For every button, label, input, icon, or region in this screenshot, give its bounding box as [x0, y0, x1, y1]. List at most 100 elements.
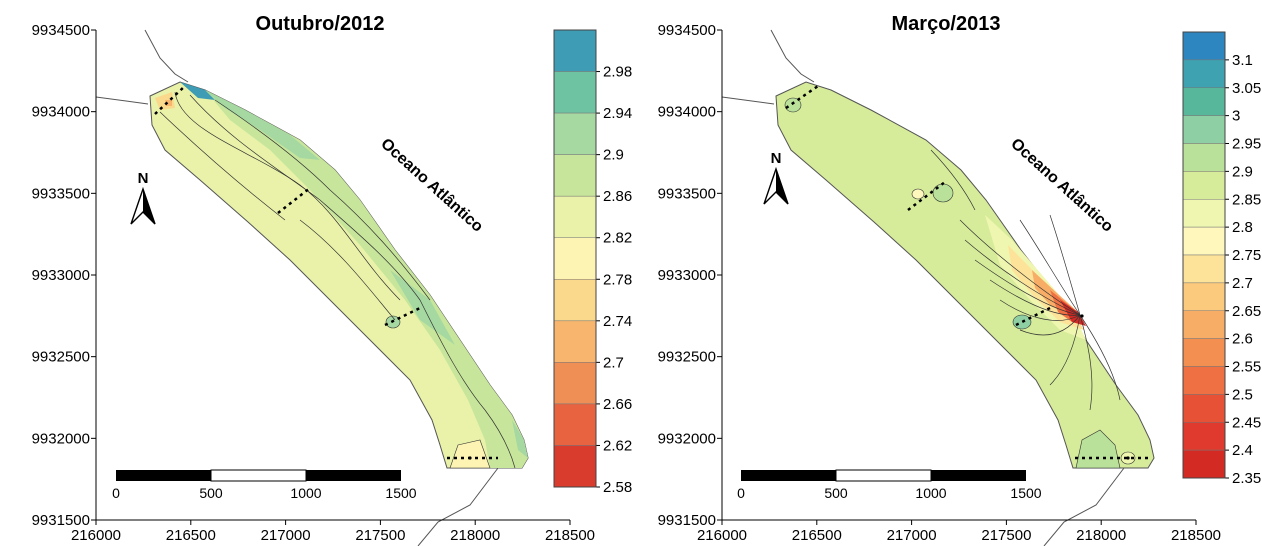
north-arrow-fill: [143, 189, 155, 224]
scale-label: 0: [112, 485, 120, 501]
colorbar-swatch: [553, 154, 597, 197]
shoreline-north: [770, 29, 815, 83]
colorbar-label: 2.66: [603, 396, 632, 413]
map-title: Outubro/2012: [256, 13, 385, 35]
colorbar-label: 2.82: [603, 230, 632, 247]
ocean-label: Oceano Atlântico: [1007, 135, 1116, 235]
contour-ring: [784, 97, 802, 113]
colorbar-swatch: [1182, 254, 1226, 284]
colorbar-label: 2.5: [1232, 386, 1253, 403]
colorbar-label: 2.55: [1232, 359, 1261, 376]
north-arrow: N: [130, 170, 156, 225]
map-outubro-2012: Outubro/2012: [32, 13, 632, 546]
scale-label: 500: [199, 485, 223, 501]
colorbar-label: 3.05: [1232, 80, 1261, 97]
y-tick-label: 9932500: [658, 349, 716, 366]
transect-lines: [154, 85, 498, 460]
scale-label: 1000: [915, 485, 946, 501]
colorbar-label: 2.7: [1232, 275, 1253, 292]
colorbar-label: 2.9: [603, 147, 624, 164]
north-label: N: [138, 170, 149, 187]
colorbar-swatch: [553, 112, 597, 155]
y-tick-label: 9934500: [32, 22, 90, 39]
north-arrow: N: [763, 150, 789, 205]
sample-point: [1126, 456, 1130, 460]
colorbar-label: 2.85: [1232, 191, 1261, 208]
x-tick-label: 216000: [697, 527, 747, 544]
colorbar-swatch: [553, 29, 597, 72]
scale-label: 500: [824, 485, 848, 501]
contour-band-2.82: [449, 439, 491, 469]
colorbar-label: 2.86: [603, 188, 632, 205]
map-title: Março/2013: [892, 13, 1001, 35]
colorbar-label: 2.62: [603, 437, 632, 454]
y-tick-label: 9934500: [658, 22, 716, 39]
colorbar-swatch: [1182, 394, 1226, 423]
colorbar: 2.98 2.94 2.9 2.86 2.82 2.78 2.74 2.7 2.66 2.62 2.…: [553, 29, 632, 496]
contour-band-2.9: [512, 420, 528, 458]
beach-area: [775, 81, 1155, 469]
scale-label: 1000: [290, 485, 321, 501]
x-tick-label: 218500: [545, 527, 595, 544]
colorbar-swatch: [553, 403, 597, 446]
colorbar-label: 2.6: [1232, 331, 1253, 348]
contour-band-2.9: [1075, 429, 1121, 469]
colorbar-swatch: [1182, 199, 1226, 228]
colorbar-swatch: [1182, 338, 1226, 367]
axis-ticks: 9934500 9934000 9933500 9933000 9932500 99320…: [658, 22, 1221, 544]
transect-lines: [785, 84, 1150, 460]
x-tick-label: 217500: [355, 527, 405, 544]
colorbar-swatch: [1182, 59, 1226, 88]
colorbar-swatch: [1182, 422, 1226, 451]
colorbar-swatch: [1182, 282, 1226, 311]
contour-ring: [1012, 314, 1032, 330]
shoreline-south: [1043, 467, 1125, 546]
y-tick-label: 9933500: [658, 185, 716, 202]
x-tick-label: 218000: [1076, 527, 1126, 544]
contour-ring: [911, 188, 925, 200]
scale-label: 1500: [1010, 485, 1041, 501]
y-tick-label: 9933000: [658, 267, 716, 284]
y-tick-label: 9932000: [32, 430, 90, 447]
colorbar-label: 2.4: [1232, 442, 1253, 459]
contour-band-2.9: [390, 270, 455, 345]
x-tick-label: 216000: [71, 527, 121, 544]
colorbar-label: 2.7: [603, 354, 624, 371]
colorbar-swatch: [1182, 31, 1226, 61]
road-line: [95, 96, 149, 105]
contour-band-2.9: [205, 90, 320, 160]
y-tick-label: 9931500: [32, 512, 90, 529]
colorbar-frame: [553, 29, 597, 488]
colorbar-label: 2.8: [1232, 219, 1253, 236]
colorbar-label: 2.9: [1232, 163, 1253, 180]
colorbar-label: 2.58: [603, 479, 632, 496]
north-arrow-fill: [776, 169, 788, 204]
scale-label: 1500: [385, 485, 416, 501]
colorbar-label: 2.78: [603, 271, 632, 288]
contour-ring: [932, 183, 954, 203]
colorbar-swatch: [1182, 366, 1226, 395]
colorbar: 3.1 3.05 3 2.95 2.9 2.85 2.8 2.75 2.7 2.65 2.6 2.55…: [1182, 31, 1261, 487]
colorbar-swatch: [553, 445, 597, 488]
ocean-label: Oceano Atlântico: [377, 135, 486, 235]
x-tick-label: 216500: [792, 527, 842, 544]
colorbar-label: 2.45: [1232, 414, 1261, 431]
axis-ticks: 9934500 9934000 9933500 9933000 9932500 99320…: [32, 22, 595, 544]
colorbar-swatch: [1182, 310, 1226, 339]
x-tick-label: 218000: [450, 527, 500, 544]
scale-label: 0: [737, 485, 745, 501]
contour-band-2.98: [180, 82, 215, 100]
colorbar-swatch: [553, 71, 597, 114]
colorbar-swatch: [553, 279, 597, 322]
x-tick-label: 217000: [887, 527, 937, 544]
colorbar-label: 2.98: [603, 64, 632, 81]
map-marco-2013: Março/2013: [658, 13, 1261, 546]
y-tick-label: 9932000: [658, 430, 716, 447]
colorbar-frame: [1182, 31, 1226, 479]
beach-area: [149, 81, 529, 469]
y-tick-label: 9934000: [658, 104, 716, 121]
colorbar-label: 3: [1232, 108, 1240, 125]
sample-point: [1080, 314, 1084, 318]
scale-bar: 0 500 1000 1500: [737, 469, 1042, 501]
colorbar-swatch: [1182, 143, 1226, 172]
